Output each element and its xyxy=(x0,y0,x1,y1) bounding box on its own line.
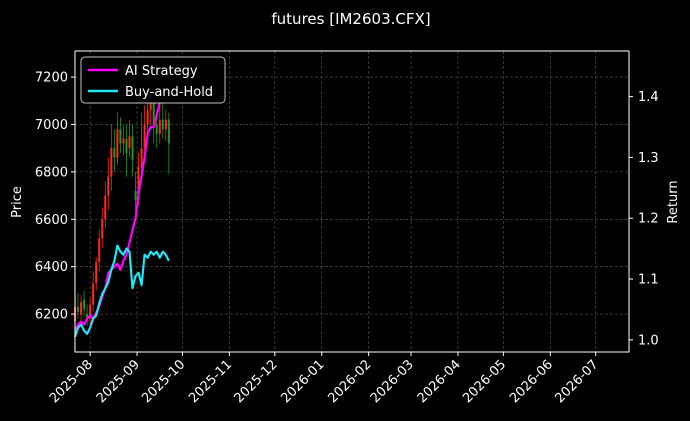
right-axis-label: Return xyxy=(666,180,681,223)
candle-body xyxy=(146,110,149,125)
candle-body xyxy=(128,136,131,149)
candle-body xyxy=(167,119,170,144)
candle-body xyxy=(77,306,80,312)
right-tick-label: 1.4 xyxy=(638,90,659,105)
candle-body xyxy=(92,283,95,305)
candle-body xyxy=(95,261,98,284)
right-tick-label: 1.3 xyxy=(638,151,659,166)
candle-body xyxy=(80,302,83,315)
candle-body xyxy=(155,124,158,134)
left-tick-label: 7200 xyxy=(35,71,68,86)
candle-body xyxy=(104,195,107,220)
candlesticks xyxy=(74,77,170,329)
candle-body xyxy=(122,138,125,144)
legend: AI Strategy Buy-and-Hold xyxy=(80,56,226,104)
candle-body xyxy=(137,167,140,196)
right-tick-label: 1.2 xyxy=(638,212,659,227)
candle-body xyxy=(143,124,146,149)
right-tick-label: 1.1 xyxy=(638,273,659,288)
right-axis: 1.0 1.1 1.2 1.3 1.4 xyxy=(629,90,659,348)
plot-frame xyxy=(74,50,630,353)
chart-title: futures [IM2603.CFX] xyxy=(271,10,430,28)
candle-body xyxy=(140,148,143,168)
candle-body xyxy=(83,299,86,310)
left-axis-label: Price xyxy=(10,186,25,218)
series-line-ai-strategy xyxy=(74,90,167,332)
right-tick-label: 1.0 xyxy=(638,333,659,348)
legend-label-ai-strategy: AI Strategy xyxy=(125,64,198,79)
legend-label-buy-and-hold: Buy-and-Hold xyxy=(125,85,213,100)
candle-body xyxy=(98,238,101,262)
candle-body xyxy=(89,304,92,319)
left-tick-label: 6200 xyxy=(35,308,68,323)
left-tick-label: 6600 xyxy=(35,213,68,228)
candle-body xyxy=(110,148,113,177)
candle-body xyxy=(131,136,134,161)
candle-body xyxy=(113,148,116,158)
candle-body xyxy=(158,119,161,134)
candle-body xyxy=(119,129,122,144)
candle-body xyxy=(164,119,167,130)
left-tick-label: 7000 xyxy=(35,118,68,133)
candle-body xyxy=(161,119,164,130)
series-lines xyxy=(73,90,170,338)
candle-body xyxy=(86,314,89,319)
candle-body xyxy=(125,138,128,153)
candle-body xyxy=(107,176,110,196)
left-axis: 6200 6400 6600 6800 7000 7200 xyxy=(35,71,75,323)
candle-body xyxy=(116,129,119,158)
left-tick-label: 6400 xyxy=(35,260,68,275)
candle-body xyxy=(152,100,155,125)
candle-body xyxy=(134,190,137,201)
candle-body xyxy=(101,219,104,239)
left-tick-label: 6800 xyxy=(35,165,68,180)
series-line-buy-and-hold xyxy=(73,244,170,338)
